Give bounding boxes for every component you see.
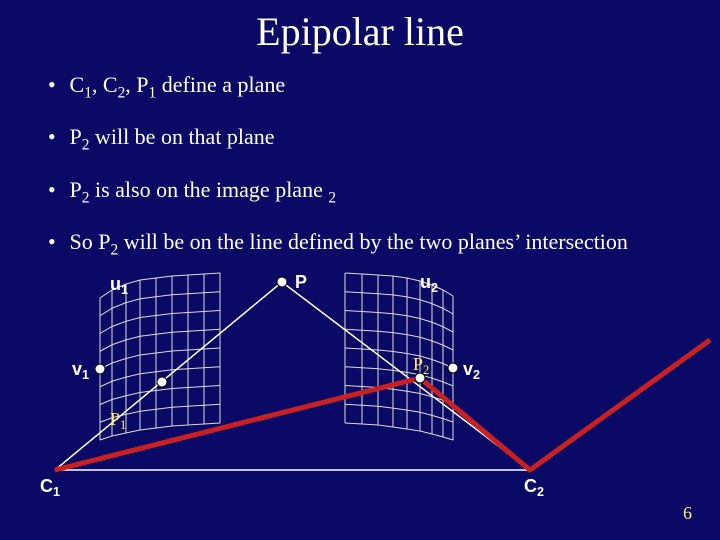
key-points [95, 277, 458, 387]
slide-title: Epipolar line [0, 8, 720, 55]
bullet-3: • P2 is also on the image plane 2 [48, 177, 628, 207]
right-image-grid [345, 273, 453, 440]
bullet-list: • C1, C2, P1 define a plane • P2 will be… [48, 72, 628, 282]
epipolar-line [55, 340, 710, 470]
diagram-labels: u1Pu2v1v2C1C2P1P2 [40, 272, 544, 499]
svg-text:v2: v2 [463, 359, 480, 382]
bullet-2: • P2 will be on that plane [48, 124, 628, 154]
svg-text:P: P [295, 272, 307, 292]
svg-text:u2: u2 [420, 272, 438, 295]
svg-text:v1: v1 [72, 359, 89, 382]
svg-text:C1: C1 [40, 476, 60, 499]
svg-text:P2: P2 [413, 354, 429, 377]
svg-text:u1: u1 [110, 274, 128, 297]
bullet-4: • So P2 will be on the line defined by t… [48, 229, 628, 259]
page-number: 6 [683, 503, 692, 524]
epipolar-diagram: u1Pu2v1v2C1C2P1P2 [0, 270, 720, 510]
svg-text:C2: C2 [524, 476, 544, 499]
bullet-1: • C1, C2, P1 define a plane [48, 72, 628, 102]
